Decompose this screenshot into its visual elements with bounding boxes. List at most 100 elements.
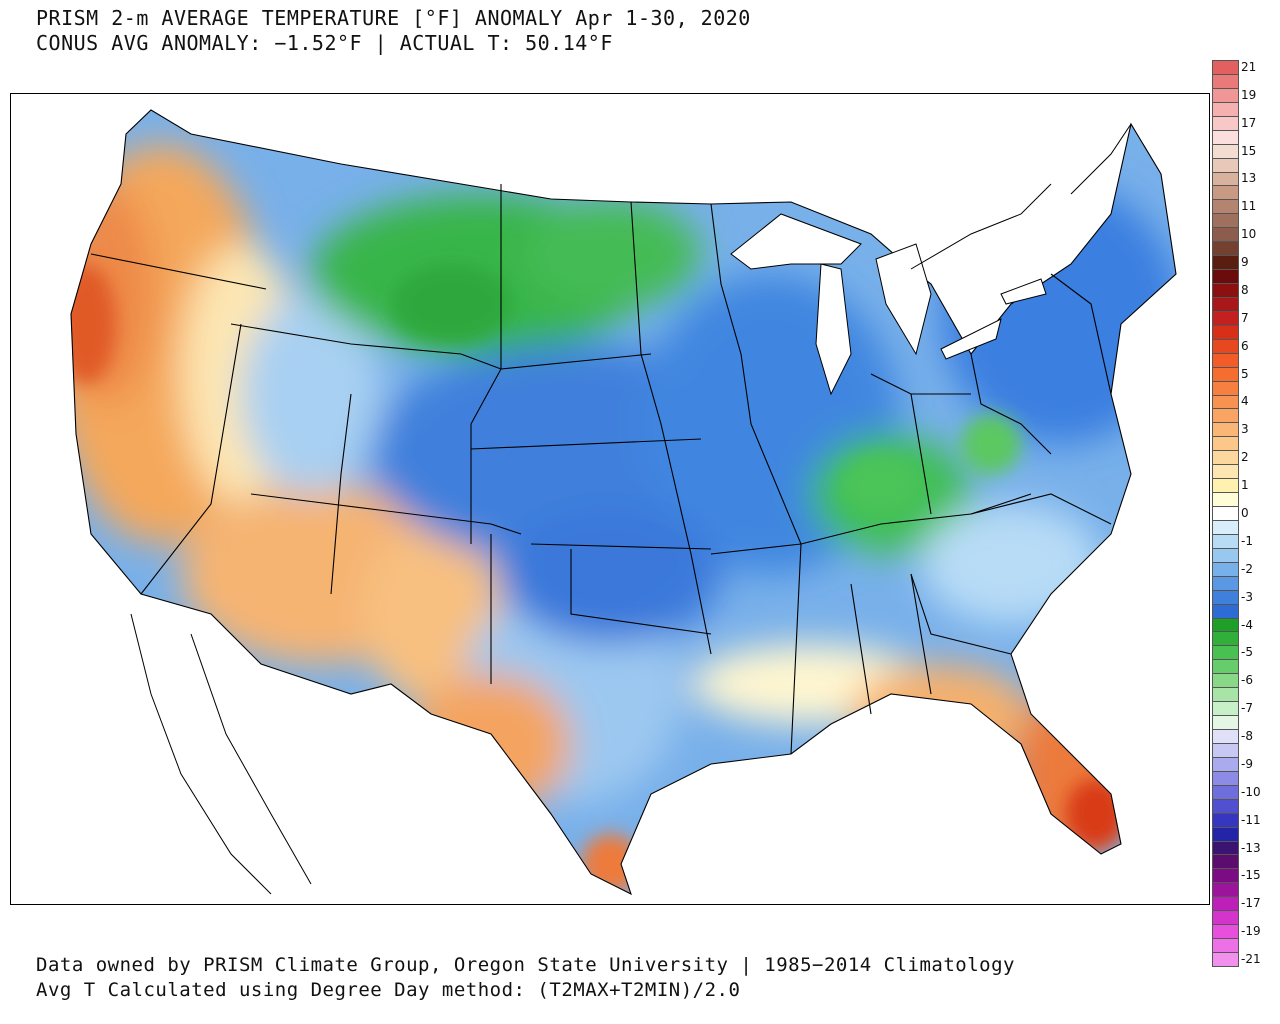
- legend-swatch: [1212, 952, 1239, 967]
- legend-swatch: [1212, 840, 1239, 856]
- legend-swatch: [1212, 450, 1239, 466]
- legend-swatch: [1212, 561, 1239, 577]
- legend-swatch: [1212, 352, 1239, 368]
- legend-swatch: [1212, 756, 1239, 772]
- legend-label: 11: [1241, 199, 1257, 214]
- legend-label: 8: [1241, 282, 1249, 297]
- legend-swatch: [1212, 283, 1239, 298]
- temperature-anomaly-map: [10, 93, 1210, 905]
- mexico-canada-outline: [130, 123, 1132, 895]
- legend-label: 4: [1241, 394, 1249, 409]
- legend-swatch: [1212, 227, 1239, 243]
- legend-swatch: [1212, 366, 1239, 382]
- legend-swatch: [1212, 506, 1239, 521]
- legend-swatch: [1212, 798, 1239, 814]
- legend-label: -1: [1241, 533, 1253, 548]
- legend-swatch: [1212, 812, 1239, 828]
- legend-label: 15: [1241, 143, 1257, 158]
- legend-swatch: [1212, 394, 1239, 410]
- legend-swatch: [1212, 324, 1239, 340]
- legend-swatch: [1212, 422, 1239, 438]
- map-title: PRISM 2-m AVERAGE TEMPERATURE [°F] ANOMA…: [36, 6, 751, 30]
- legend-swatch: [1212, 73, 1239, 89]
- legend-swatch: [1212, 185, 1239, 201]
- legend-label: 7: [1241, 310, 1249, 325]
- legend-swatch: [1212, 938, 1239, 954]
- legend-swatch: [1212, 617, 1239, 633]
- legend-label: -9: [1241, 756, 1253, 771]
- legend-swatch: [1212, 255, 1239, 271]
- legend-swatch: [1212, 533, 1239, 549]
- legend-swatch: [1212, 868, 1239, 884]
- state-boundaries: [70, 109, 1177, 896]
- legend-swatch: [1212, 241, 1239, 257]
- legend-swatch: [1212, 492, 1239, 508]
- legend-label: -17: [1241, 896, 1261, 911]
- legend-swatch: [1212, 436, 1239, 452]
- legend-swatch: [1212, 784, 1239, 800]
- legend-label: 6: [1241, 338, 1249, 353]
- legend-label: 13: [1241, 171, 1257, 186]
- legend-swatch: [1212, 310, 1239, 326]
- data-credit: Data owned by PRISM Climate Group, Orego…: [36, 954, 1015, 976]
- legend-swatch: [1212, 896, 1239, 912]
- legend-swatch: [1212, 129, 1239, 145]
- legend-label: -19: [1241, 924, 1261, 939]
- legend-swatch: [1212, 729, 1239, 744]
- color-scale-legend: 21 19 17 15 13 11 10 9 8 7 6 5 4 3 2 1 0 -1 -2 -3 -4 -5 -6 -7 -8…: [1212, 59, 1278, 967]
- legend-swatch: [1212, 589, 1239, 605]
- legend-swatch: [1212, 742, 1239, 758]
- map-subtitle: CONUS AVG ANOMALY: −1.52°F | ACTUAL T: 5…: [36, 31, 613, 55]
- legend-label: -6: [1241, 673, 1253, 688]
- legend-swatch: [1212, 603, 1239, 619]
- legend-swatch: [1212, 101, 1239, 117]
- legend-label: 1: [1241, 478, 1249, 493]
- legend-swatch: [1212, 575, 1239, 591]
- legend-label: -7: [1241, 701, 1253, 716]
- legend-label: 9: [1241, 255, 1249, 270]
- legend-label: -4: [1241, 617, 1253, 632]
- legend-swatch: [1212, 826, 1239, 842]
- legend-label: -15: [1241, 868, 1261, 883]
- legend-swatch: [1212, 296, 1239, 312]
- legend-swatch: [1212, 213, 1239, 229]
- legend-swatch: [1212, 715, 1239, 731]
- legend-swatch: [1212, 701, 1239, 717]
- legend-label: 17: [1241, 115, 1257, 130]
- legend-swatch: [1212, 910, 1239, 926]
- legend-label: 0: [1241, 506, 1249, 520]
- legend-swatch: [1212, 157, 1239, 173]
- legend-swatch: [1212, 659, 1239, 675]
- legend-swatch: [1212, 882, 1239, 898]
- method-note: Avg T Calculated using Degree Day method…: [36, 979, 741, 1001]
- legend-swatch: [1212, 547, 1239, 563]
- legend-swatch: [1212, 645, 1239, 661]
- legend-swatch: [1212, 673, 1239, 689]
- legend-label: -2: [1241, 561, 1253, 576]
- legend-label: -10: [1241, 784, 1261, 799]
- legend-label: 10: [1241, 227, 1257, 242]
- legend-label: -5: [1241, 645, 1253, 660]
- legend-swatch: [1212, 478, 1239, 494]
- legend-swatch: [1212, 143, 1239, 159]
- legend-swatch: [1212, 87, 1239, 103]
- legend-swatch: [1212, 408, 1239, 424]
- legend-label: -3: [1241, 589, 1253, 604]
- legend-swatch: [1212, 631, 1239, 647]
- great-lakes: [730, 213, 1047, 396]
- legend-swatch: [1212, 380, 1239, 396]
- legend-label: 19: [1241, 87, 1257, 102]
- legend-swatch: [1212, 924, 1239, 940]
- legend-label: 5: [1241, 366, 1249, 381]
- legend-label: 2: [1241, 450, 1249, 465]
- legend-label: -8: [1241, 729, 1253, 743]
- legend-swatch: [1212, 854, 1239, 870]
- legend-swatch: [1212, 115, 1239, 131]
- legend-swatch: [1212, 770, 1239, 786]
- conus-map-canvas: [70, 109, 1177, 896]
- legend-label: 3: [1241, 422, 1249, 437]
- legend-swatch: [1212, 464, 1239, 480]
- legend-label: 21: [1241, 59, 1257, 74]
- legend-swatch: [1212, 519, 1239, 535]
- legend-swatch: [1212, 199, 1239, 215]
